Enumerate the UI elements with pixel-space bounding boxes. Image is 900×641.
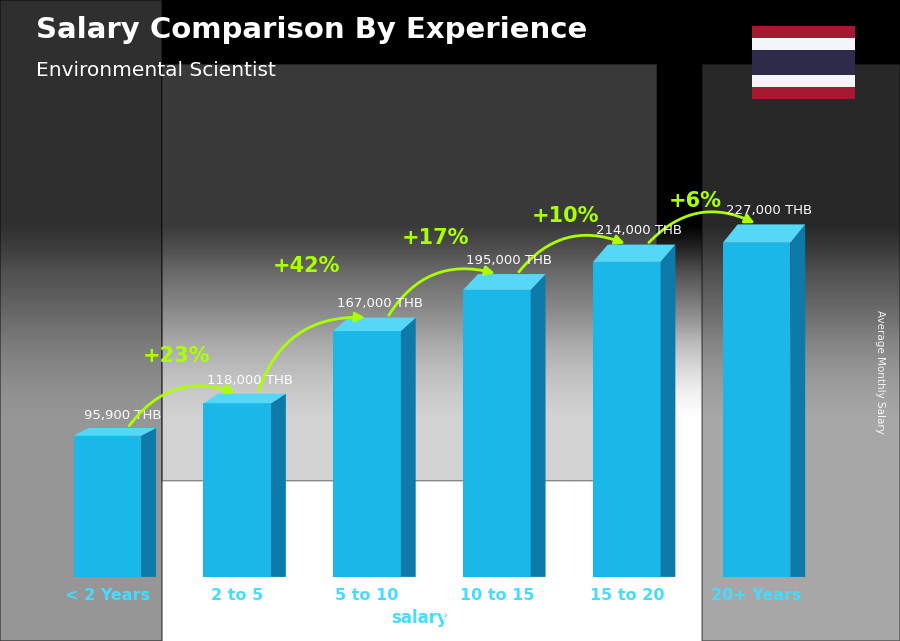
Text: 227,000 THB: 227,000 THB: [726, 204, 812, 217]
Polygon shape: [593, 245, 675, 262]
Polygon shape: [723, 224, 806, 243]
Polygon shape: [531, 274, 545, 577]
Text: +10%: +10%: [532, 206, 599, 226]
Polygon shape: [203, 394, 286, 403]
Polygon shape: [400, 317, 416, 577]
Text: explorer.com: explorer.com: [441, 609, 549, 627]
Bar: [752, 50, 855, 75]
Text: 167,000 THB: 167,000 THB: [337, 297, 423, 310]
Text: +23%: +23%: [142, 345, 210, 365]
Text: salary: salary: [392, 609, 448, 627]
Text: Environmental Scientist: Environmental Scientist: [36, 61, 276, 80]
Bar: [752, 75, 855, 87]
Text: 95,900 THB: 95,900 THB: [84, 409, 161, 422]
Text: 214,000 THB: 214,000 THB: [597, 224, 682, 237]
Polygon shape: [141, 428, 156, 577]
Polygon shape: [790, 224, 806, 577]
FancyBboxPatch shape: [0, 0, 162, 641]
Bar: [464, 290, 531, 577]
Polygon shape: [661, 245, 675, 577]
Text: 118,000 THB: 118,000 THB: [207, 374, 292, 387]
Text: +17%: +17%: [402, 228, 470, 248]
Bar: [333, 331, 400, 577]
Polygon shape: [74, 428, 156, 436]
FancyBboxPatch shape: [162, 64, 657, 481]
Bar: [74, 436, 141, 577]
FancyBboxPatch shape: [702, 64, 900, 641]
Bar: [593, 262, 661, 577]
Bar: [752, 87, 855, 99]
Text: +6%: +6%: [669, 191, 722, 211]
Polygon shape: [333, 317, 416, 331]
Bar: [723, 243, 790, 577]
Text: Average Monthly Salary: Average Monthly Salary: [875, 310, 886, 434]
Bar: [752, 26, 855, 38]
Bar: [752, 38, 855, 50]
Polygon shape: [271, 394, 286, 577]
Text: 195,000 THB: 195,000 THB: [466, 254, 553, 267]
Polygon shape: [464, 274, 545, 290]
Text: +42%: +42%: [273, 256, 340, 276]
Bar: [203, 403, 271, 577]
Text: Salary Comparison By Experience: Salary Comparison By Experience: [36, 16, 587, 44]
